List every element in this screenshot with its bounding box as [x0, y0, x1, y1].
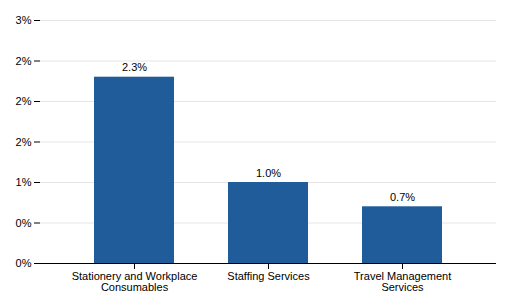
svg-text:1%: 1% — [16, 176, 32, 188]
svg-text:2.3%: 2.3% — [122, 61, 147, 73]
svg-text:0%: 0% — [16, 257, 32, 269]
svg-text:Travel ManagementServices: Travel ManagementServices — [354, 270, 451, 293]
svg-text:2%: 2% — [16, 136, 32, 148]
svg-text:3%: 3% — [16, 14, 32, 26]
svg-text:0%: 0% — [16, 217, 32, 229]
svg-text:Staffing Services: Staffing Services — [227, 270, 310, 282]
svg-text:0.7%: 0.7% — [390, 191, 415, 203]
svg-text:1.0%: 1.0% — [256, 167, 281, 179]
svg-text:Stationery and WorkplaceConsum: Stationery and WorkplaceConsumables — [72, 270, 198, 293]
svg-text:2%: 2% — [16, 55, 32, 67]
svg-text:2%: 2% — [16, 95, 32, 107]
